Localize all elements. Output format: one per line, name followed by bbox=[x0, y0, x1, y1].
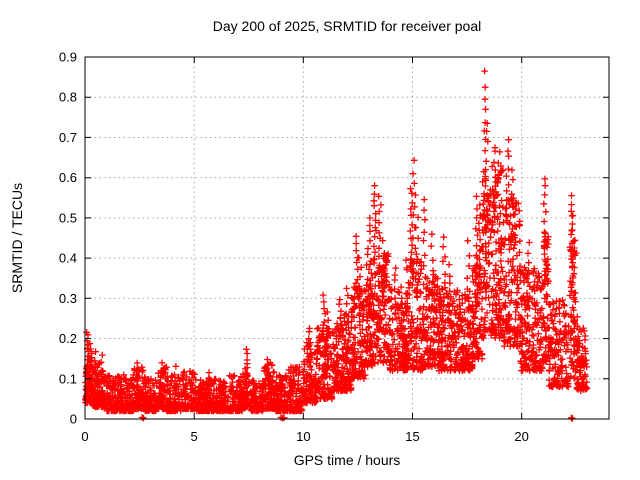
y-tick-label: 0.4 bbox=[59, 251, 77, 266]
y-tick-label: 0.3 bbox=[59, 291, 77, 306]
y-tick-label: 0.6 bbox=[59, 170, 77, 185]
y-tick-label: 0.9 bbox=[59, 50, 77, 65]
y-tick-label: 0.7 bbox=[59, 130, 77, 145]
y-tick-labels: 0 0.1 0.2 0.3 0.4 0.5 0.6 0.7 0.8 0.9 bbox=[59, 50, 77, 427]
x-tick-label: 20 bbox=[514, 429, 528, 444]
chart-title: Day 200 of 2025, SRMTID for receiver poa… bbox=[212, 18, 482, 34]
x-tick-label: 10 bbox=[296, 429, 310, 444]
y-tick-label: 0.8 bbox=[59, 90, 77, 105]
x-tick-label: 0 bbox=[81, 429, 88, 444]
y-tick-label: 0.5 bbox=[59, 210, 77, 225]
scatter-points bbox=[82, 67, 591, 422]
x-tick-labels: 0 5 10 15 20 bbox=[81, 429, 529, 444]
y-tick-label: 0.1 bbox=[59, 371, 77, 386]
x-tick-label: 5 bbox=[191, 429, 198, 444]
x-tick-label: 15 bbox=[405, 429, 419, 444]
plot-border bbox=[84, 56, 610, 420]
x-axis-label: GPS time / hours bbox=[293, 452, 401, 468]
y-tick-label: 0.2 bbox=[59, 331, 77, 346]
y-tick-label: 0 bbox=[70, 412, 77, 427]
